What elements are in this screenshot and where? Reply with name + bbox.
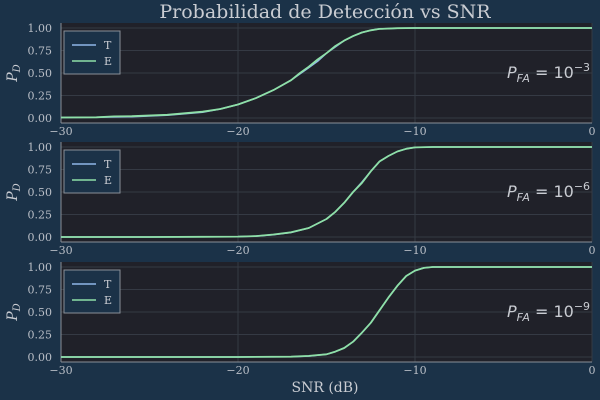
legend: TE (63, 269, 121, 314)
y-tick-label: 0.00 (28, 112, 53, 125)
legend-entry-T: T (104, 39, 112, 52)
y-tick-label: 0.00 (28, 231, 53, 244)
x-tick-label: −30 (49, 364, 72, 377)
pfa-annotation: PFA = 10−3 (507, 61, 590, 85)
y-tick-label: 0.25 (28, 329, 53, 342)
y-tick-label: 1.00 (28, 22, 53, 35)
y-tick-label: 1.00 (28, 261, 53, 274)
legend-entry-E: E (104, 294, 112, 307)
x-tick-label: −10 (403, 125, 426, 138)
y-tick-label: 0.75 (28, 284, 53, 297)
pfa-annotation: PFA = 10−9 (507, 300, 590, 324)
legend-entry-E: E (104, 55, 112, 68)
legend-box (63, 149, 121, 194)
x-axis-label: SNR (dB) (291, 380, 358, 396)
y-tick-label: 1.00 (28, 141, 53, 154)
series-line-E (61, 146, 592, 238)
y-tick-label: 0.50 (28, 186, 53, 199)
y-tick-label: 0.50 (28, 67, 53, 80)
x-tick-label: −10 (403, 364, 426, 377)
chart-title: Probabilidad de Detección vs SNR (159, 1, 491, 23)
y-tick-label: 0.75 (28, 45, 53, 58)
x-tick-label: 0 (589, 244, 596, 257)
x-tick-label: −30 (49, 125, 72, 138)
legend: TE (63, 30, 121, 75)
y-axis-label: PD (5, 183, 23, 201)
y-tick-label: 0.25 (28, 209, 53, 222)
series-line-E (61, 266, 592, 358)
legend-entry-T: T (104, 158, 112, 171)
pfa-annotation: PFA = 10−6 (507, 180, 590, 204)
x-tick-label: −30 (49, 244, 72, 257)
y-tick-label: 0.00 (28, 351, 53, 364)
subplot-2: 0.00 0.25 0.50 0.75 1.00 −30 −20 −10 0 TE PD PFA = … (5, 141, 596, 257)
legend: TE (63, 149, 121, 194)
legend-entry-T: T (104, 278, 112, 291)
subplot-1: 0.00 0.25 0.50 0.75 1.00 −30 −20 −10 0 TE PD PFA = … (5, 22, 596, 138)
x-tick-label: −10 (403, 244, 426, 257)
y-axis-label: PD (5, 64, 23, 82)
x-tick-label: −20 (226, 125, 249, 138)
x-tick-label: −20 (226, 244, 249, 257)
legend-box (63, 269, 121, 314)
series-line-E (60, 27, 592, 119)
x-tick-label: 0 (589, 125, 596, 138)
subplot-3: 0.00 0.25 0.50 0.75 1.00 −30 −20 −10 0 TE PD PFA = … (5, 261, 596, 377)
legend-entry-E: E (104, 174, 112, 187)
legend-box (63, 30, 121, 75)
y-tick-label: 0.75 (28, 164, 53, 177)
y-tick-label: 0.50 (28, 306, 53, 319)
y-axis-label: PD (5, 303, 23, 321)
x-tick-label: 0 (589, 364, 596, 377)
x-tick-label: −20 (226, 364, 249, 377)
y-tick-label: 0.25 (28, 90, 53, 103)
